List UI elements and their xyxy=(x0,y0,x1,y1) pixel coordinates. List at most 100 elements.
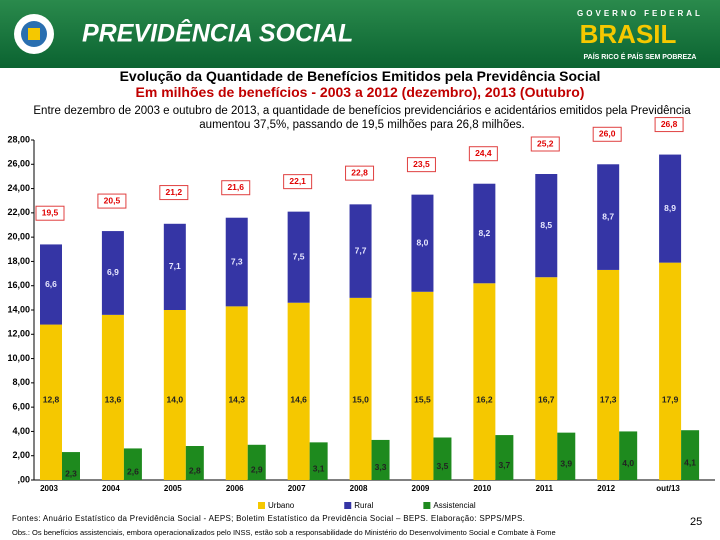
value-label: 17,3 xyxy=(600,394,617,404)
y-tick-label: 2,00 xyxy=(12,450,30,460)
gov: GOVERNO FEDERAL xyxy=(577,9,703,18)
total-label: 23,5 xyxy=(413,159,430,169)
page-number: 25 xyxy=(690,516,703,528)
bar-rural xyxy=(287,211,310,303)
value-label: 13,6 xyxy=(105,394,122,404)
header: PREVIDÊNCIA SOCIAL GOVERNO FEDERAL BRASI… xyxy=(0,0,720,68)
legend-label: Rural xyxy=(354,501,373,510)
x-tick-label: 2010 xyxy=(473,484,491,493)
x-tick-label: 2005 xyxy=(164,484,182,493)
total-label: 21,2 xyxy=(166,187,183,197)
bar-assistencial xyxy=(185,446,204,480)
bar-rural xyxy=(101,231,124,315)
bar-assistencial xyxy=(557,432,576,480)
value-label: 15,0 xyxy=(352,394,369,404)
value-label: 3,5 xyxy=(437,461,449,471)
y-tick-label: 14,00 xyxy=(7,304,30,314)
legend-swatch xyxy=(258,502,265,509)
total-box xyxy=(221,180,251,196)
value-label: 6,9 xyxy=(107,267,119,277)
value-label: 2,8 xyxy=(189,465,201,475)
bar-urbano xyxy=(659,262,682,480)
bar-urbano xyxy=(597,269,620,480)
bar-rural xyxy=(411,194,434,292)
y-tick-label: 16,00 xyxy=(7,280,30,290)
x-tick-label: 2006 xyxy=(226,484,244,493)
x-tick-label: 2011 xyxy=(536,484,554,493)
value-label: 7,7 xyxy=(355,245,367,255)
bar-rural xyxy=(535,174,558,278)
value-label: 7,3 xyxy=(231,256,243,266)
header-graphics: PREVIDÊNCIA SOCIAL GOVERNO FEDERAL BRASI… xyxy=(14,9,703,61)
bar-assistencial xyxy=(309,442,328,480)
logo-square xyxy=(28,28,40,40)
bar-rural xyxy=(40,244,62,325)
total-box xyxy=(97,193,127,209)
bar-urbano xyxy=(40,324,62,480)
bar-urbano xyxy=(163,310,186,480)
legend-label: Assistencial xyxy=(433,501,475,510)
bar-urbano xyxy=(349,297,372,480)
x-tick-label: 2009 xyxy=(412,484,430,493)
total-label: 22,1 xyxy=(289,176,306,186)
total-box xyxy=(406,157,436,173)
total-box xyxy=(35,205,65,221)
y-tick-label: 22,00 xyxy=(7,207,30,217)
bar-assistencial xyxy=(247,444,266,480)
bar-urbano xyxy=(535,277,558,480)
bar-urbano xyxy=(225,306,248,480)
legend-swatch xyxy=(344,502,352,509)
value-label: 3,9 xyxy=(560,459,572,469)
bar-urbano xyxy=(473,283,496,480)
y-tick-label: 8,00 xyxy=(12,377,30,387)
bar-assistencial xyxy=(433,437,452,480)
value-label: 3,7 xyxy=(498,460,510,470)
bar-rural xyxy=(473,183,496,284)
value-label: 7,5 xyxy=(293,251,305,261)
title: Evolução da Quantidade de Benefícios Emi… xyxy=(119,68,601,84)
bar-assistencial xyxy=(123,448,142,480)
total-label: 20,5 xyxy=(104,195,121,205)
x-tick-label: 2004 xyxy=(102,484,120,493)
brand: PREVIDÊNCIA SOCIAL xyxy=(82,18,353,48)
total-box xyxy=(159,185,189,201)
bar-assistencial xyxy=(62,452,80,480)
total-label: 22,8 xyxy=(351,167,368,177)
total-label: 24,4 xyxy=(475,148,492,158)
value-label: 8,5 xyxy=(540,220,552,230)
note: Obs.: Os benefícios assistenciais, embor… xyxy=(12,528,556,537)
total-label: 25,2 xyxy=(537,138,554,148)
y-tick-label: 24,00 xyxy=(7,183,30,193)
x-tick-label: out/13 xyxy=(656,484,680,493)
value-label: 14,0 xyxy=(167,394,184,404)
sources: Fontes: Anuário Estatístico da Previdênc… xyxy=(12,514,526,523)
y-tick-label: 28,00 xyxy=(7,134,30,144)
bar-rural xyxy=(163,223,186,310)
value-label: 8,7 xyxy=(602,211,614,221)
total-label: 26,0 xyxy=(599,129,616,139)
y-tick-label: 6,00 xyxy=(12,402,30,412)
value-label: 8,9 xyxy=(664,203,676,213)
value-label: 2,9 xyxy=(251,465,263,475)
value-label: 8,2 xyxy=(478,228,490,238)
x-tick-label: 2003 xyxy=(40,484,58,493)
subtitle: Em milhões de benefícios - 2003 a 2012 (… xyxy=(135,84,585,100)
total-box xyxy=(345,165,375,181)
total-label: 19,5 xyxy=(42,207,59,217)
bar-urbano xyxy=(411,291,434,480)
bar-assistencial xyxy=(495,435,514,480)
total-box xyxy=(654,117,684,133)
value-label: 12,8 xyxy=(43,394,60,404)
bar-rural xyxy=(659,154,682,263)
value-label: 6,6 xyxy=(45,279,57,289)
x-tick-label: 2012 xyxy=(597,484,615,493)
value-label: 14,3 xyxy=(228,394,245,404)
bar-urbano xyxy=(101,314,124,480)
y-tick-label: 18,00 xyxy=(7,256,30,266)
bar-assistencial xyxy=(371,439,390,480)
total-label: 21,6 xyxy=(227,182,244,192)
bar-urbano xyxy=(287,302,310,480)
bar-rural xyxy=(349,204,372,298)
